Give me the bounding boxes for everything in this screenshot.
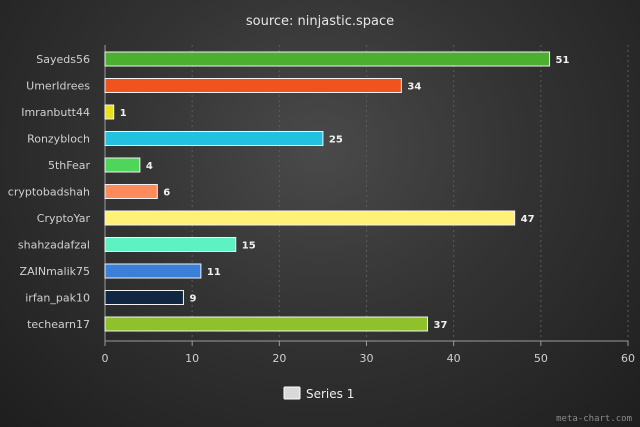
- bar[interactable]: [104, 184, 158, 199]
- data-label: 25: [329, 135, 343, 146]
- x-tick-label: 30: [360, 352, 374, 365]
- category-label: Imranbutt44: [21, 106, 90, 119]
- chart-credit: meta-chart.com: [556, 414, 632, 424]
- x-tick-label: 0: [102, 352, 109, 365]
- data-label: 1: [120, 108, 127, 119]
- grid-lines: [191, 45, 629, 341]
- x-tick-labels: 0 10 20 30 40 50 60: [102, 352, 636, 365]
- data-label: 47: [521, 214, 535, 225]
- x-tick-label: 60: [621, 352, 635, 365]
- category-label: 5thFear: [48, 159, 91, 172]
- data-label: 37: [434, 320, 448, 331]
- data-label: 6: [163, 188, 170, 199]
- category-label: irfan_pak10: [25, 292, 90, 305]
- data-label: 11: [207, 267, 221, 278]
- bar[interactable]: [104, 104, 115, 120]
- legend-label: Series 1: [306, 387, 354, 401]
- bar[interactable]: [104, 78, 402, 93]
- data-labels: 51 34 1 25 4 6 47 15 11 9 37: [120, 55, 570, 331]
- category-label: UmerIdrees: [26, 80, 90, 93]
- bar[interactable]: [104, 263, 202, 279]
- x-tick-label: 50: [534, 352, 548, 365]
- bar[interactable]: [104, 51, 551, 67]
- legend[interactable]: Series 1: [283, 386, 354, 401]
- data-label: 9: [189, 294, 196, 305]
- category-label: Sayeds56: [36, 53, 90, 66]
- data-label: 51: [556, 55, 570, 66]
- category-labels: Sayeds56 UmerIdrees Imranbutt44 Ronzybloch 5…: [8, 53, 91, 331]
- x-tick-label: 20: [272, 352, 286, 365]
- bar[interactable]: [104, 131, 324, 146]
- bar[interactable]: [104, 210, 516, 226]
- category-label: cryptobadshah: [8, 186, 90, 199]
- bars: [104, 51, 551, 332]
- chart-title: source: ninjastic.space: [246, 14, 394, 29]
- data-label: 4: [146, 161, 153, 172]
- bar[interactable]: [104, 237, 237, 252]
- bar[interactable]: [104, 316, 429, 332]
- bar[interactable]: [104, 157, 141, 173]
- x-tick-label: 40: [447, 352, 461, 365]
- category-label: Ronzybloch: [27, 133, 90, 146]
- data-label: 15: [242, 241, 256, 252]
- data-label: 34: [407, 82, 421, 93]
- category-label: CryptoYar: [37, 212, 91, 225]
- category-label: ZAINmalik75: [20, 265, 90, 278]
- category-label: techearn17: [27, 318, 90, 331]
- category-label: shahzadafzal: [18, 239, 90, 252]
- bar[interactable]: [104, 290, 184, 305]
- x-tick-label: 10: [185, 352, 199, 365]
- legend-swatch: [283, 386, 301, 400]
